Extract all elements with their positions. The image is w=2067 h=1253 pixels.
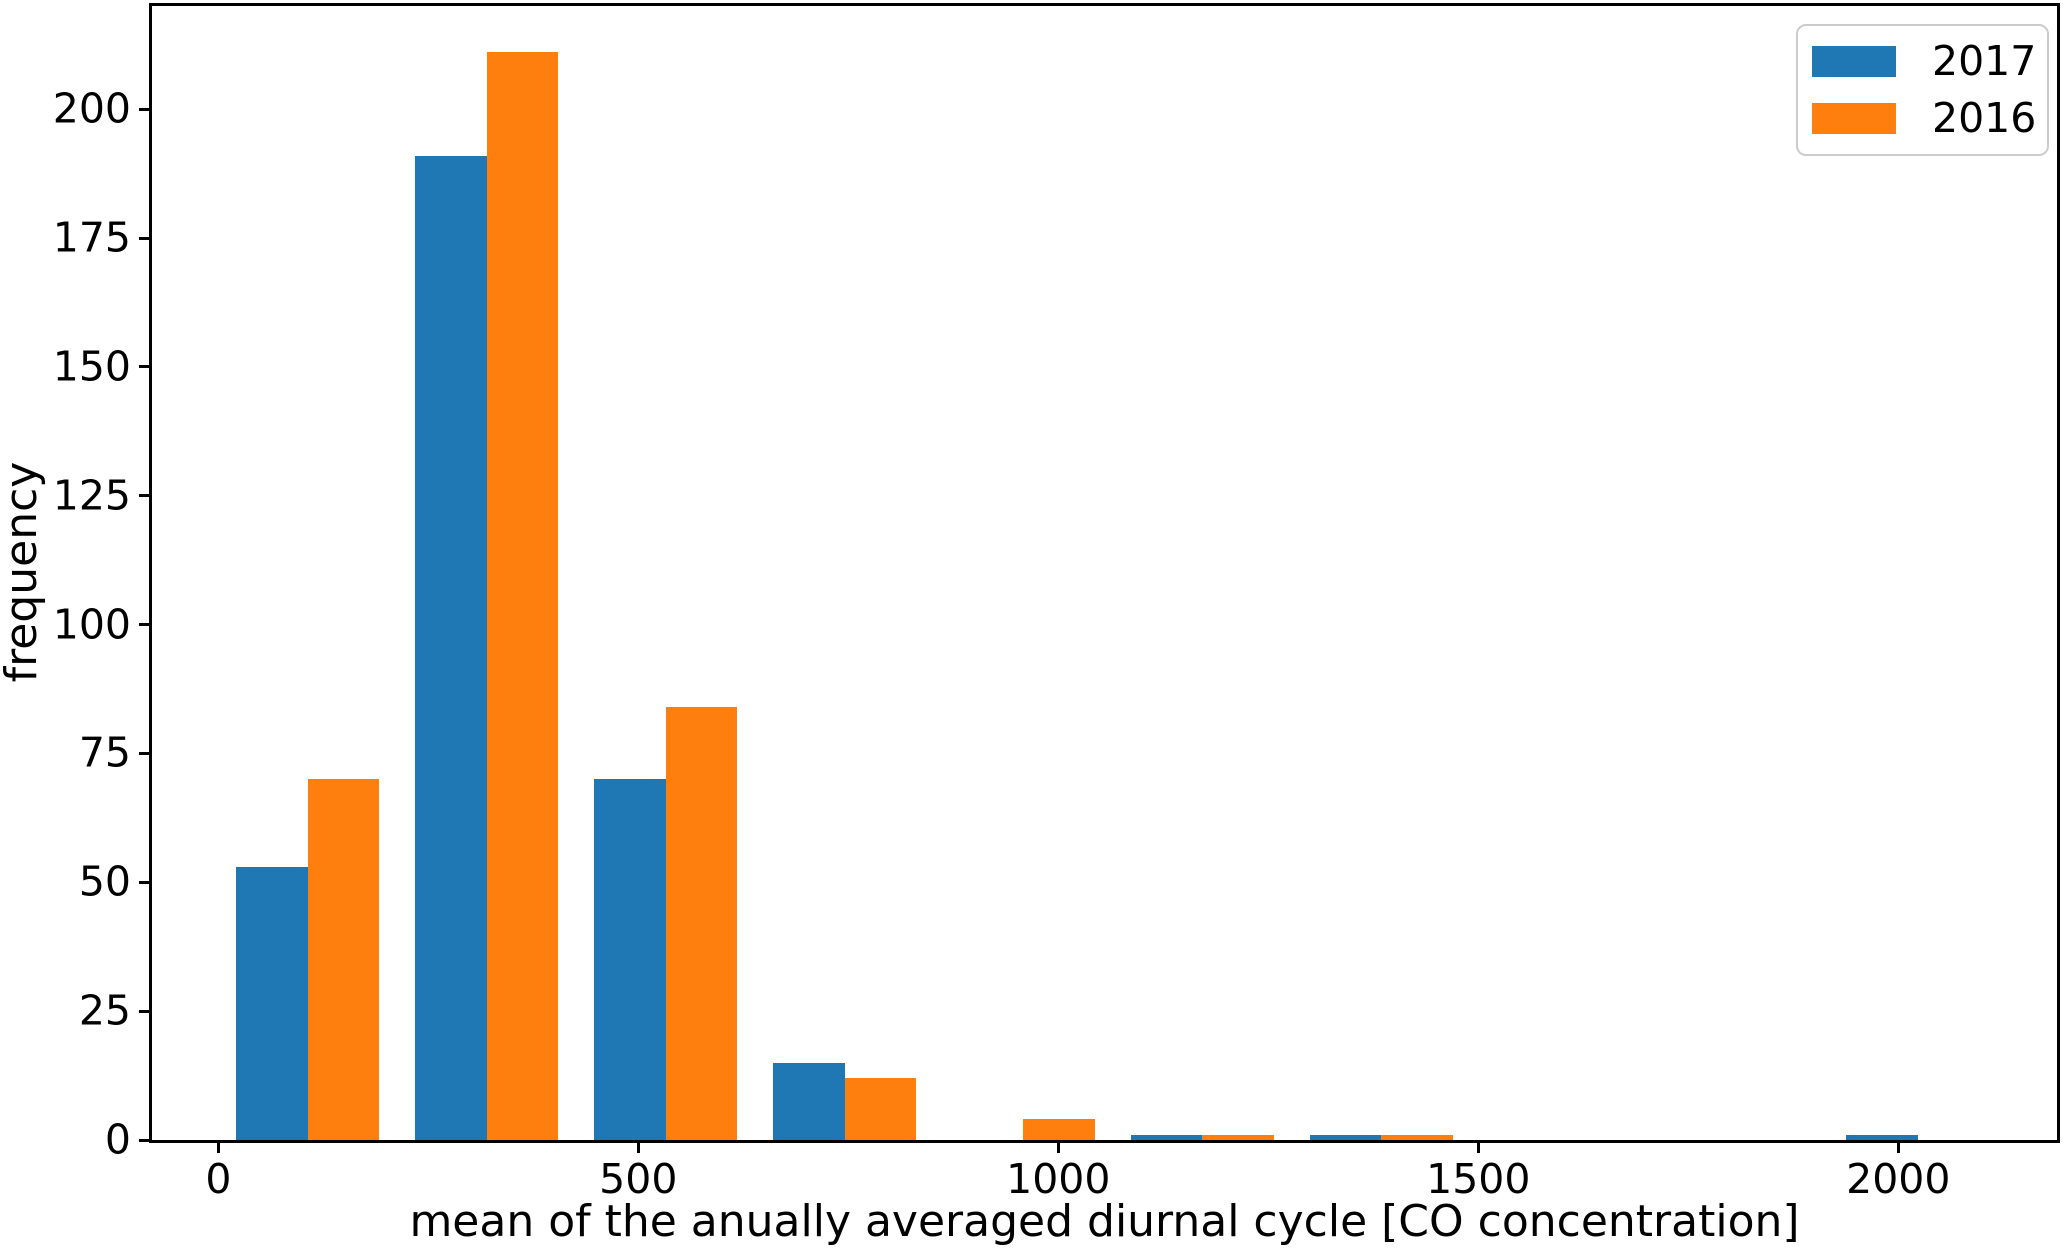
y-tick-label-150: 150 [52, 342, 131, 391]
x-tick-label-2000: 2000 [1846, 1155, 1951, 1203]
histogram-bar-2017-bin10 [1846, 1134, 1918, 1140]
histogram-bar-2017-bin3 [594, 779, 666, 1140]
x-tick-mark-1500 [1476, 1143, 1480, 1153]
y-tick-label-200: 200 [52, 84, 131, 133]
histogram-bar-2016-bin3 [665, 707, 738, 1140]
y-tick-label-75: 75 [78, 728, 131, 777]
legend-entry-2016: 2016 [1812, 93, 2037, 142]
y-tick-label-175: 175 [52, 213, 131, 262]
y-tick-mark-75 [139, 751, 149, 755]
y-tick-mark-25 [139, 1009, 149, 1013]
x-tick-label-500: 500 [599, 1155, 678, 1203]
histogram-bar-2017-bin1 [236, 866, 308, 1140]
legend-swatch-2016 [1812, 102, 1896, 134]
x-tick-mark-500 [636, 1143, 640, 1153]
y-tick-label-125: 125 [52, 471, 131, 520]
y-tick-label-0: 0 [104, 1115, 131, 1164]
legend-swatch-2017 [1812, 46, 1896, 78]
legend-label-2017: 2017 [1932, 37, 2037, 86]
plot-area: 2017 2016 [149, 3, 2060, 1143]
histogram-bar-2016-bin4 [844, 1078, 917, 1140]
histogram-bar-2016-bin6 [1202, 1134, 1274, 1140]
x-tick-mark-1000 [1056, 1143, 1060, 1153]
histogram-bar-2017-bin4 [773, 1062, 845, 1140]
histogram-bar-2016-bin2 [486, 52, 559, 1140]
x-tick-mark-0 [216, 1143, 220, 1153]
y-tick-label-100: 100 [52, 600, 131, 648]
y-tick-mark-175 [139, 236, 149, 240]
histogram-bar-2017-bin6 [1130, 1134, 1203, 1140]
y-tick-mark-100 [139, 623, 149, 626]
legend: 2017 2016 [1796, 24, 2049, 156]
bars-layer [152, 6, 2057, 1140]
x-tick-label-0: 0 [205, 1155, 232, 1203]
histogram-bar-2016-bin1 [307, 779, 380, 1140]
y-tick-mark-200 [139, 107, 149, 111]
histogram-bar-2016-bin7 [1381, 1134, 1453, 1140]
x-tick-label-1000: 1000 [1006, 1155, 1111, 1203]
y-tick-mark-50 [139, 880, 149, 884]
legend-label-2016: 2016 [1932, 93, 2037, 142]
y-tick-mark-150 [139, 365, 149, 369]
x-tick-label-1500: 1500 [1426, 1155, 1531, 1203]
legend-entry-2017: 2017 [1812, 37, 2037, 86]
y-tick-label-25: 25 [78, 986, 131, 1035]
histogram-bar-2016-bin5 [1023, 1119, 1095, 1140]
histogram-bar-2017-bin7 [1309, 1134, 1382, 1140]
x-tick-mark-2000 [1896, 1143, 1900, 1153]
x-axis-label: mean of the anually averaged diurnal cyc… [409, 1196, 1800, 1247]
y-tick-mark-125 [139, 494, 149, 498]
histogram-bar-2017-bin2 [415, 155, 487, 1140]
y-tick-mark-0 [139, 1138, 149, 1142]
y-tick-label-50: 50 [78, 857, 131, 906]
